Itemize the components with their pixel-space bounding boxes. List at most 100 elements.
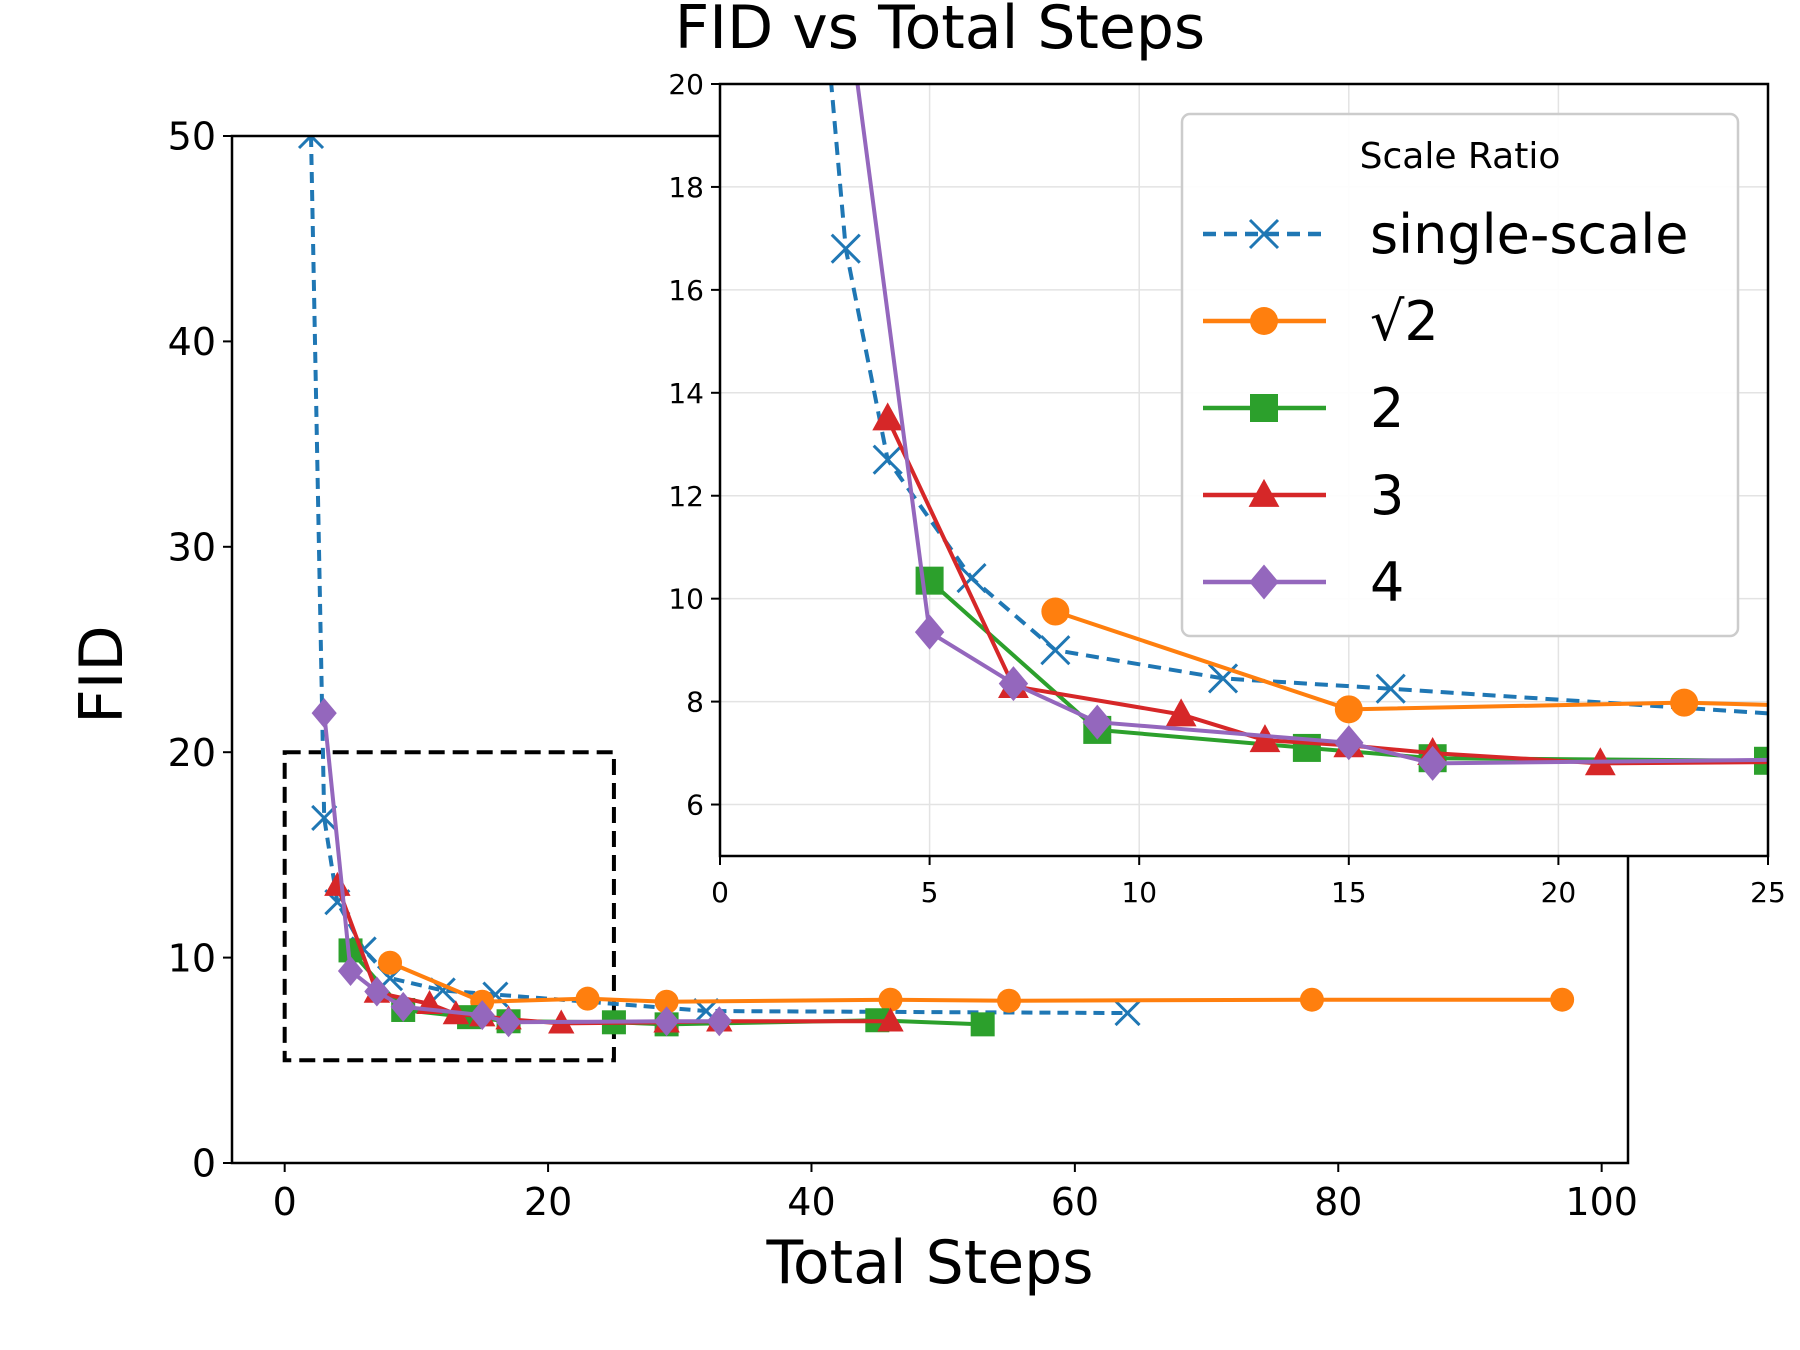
main-series-0-line <box>309 136 1128 1016</box>
inset-series-0-point-6-stroke-b <box>1375 673 1406 704</box>
main-series-4-point-7 <box>706 1006 732 1037</box>
main-x-tick-label: 100 <box>1565 1180 1638 1224</box>
inset-series-4-point-4 <box>1334 725 1364 761</box>
main-series-1-point-5 <box>997 988 1022 1013</box>
inset-y-tick-label: 8 <box>686 686 704 719</box>
inset-axes-frame <box>718 82 1770 858</box>
inset-series-0-point-1-stroke-b <box>830 233 861 264</box>
inset-series-0-point-3-stroke-b <box>956 563 987 594</box>
inset-x-tick-label: 25 <box>1750 876 1786 909</box>
main-series-3-point-9 <box>877 1007 904 1032</box>
main-series-1-point-7 <box>1550 987 1575 1012</box>
main-series-0-point-0 <box>297 136 325 150</box>
inset-series-4-point-3 <box>1082 704 1112 740</box>
legend-item-1-label: √2 <box>1370 290 1439 353</box>
main-series-4 <box>311 698 732 1038</box>
legend: Scale Ratio single-scale √2 2 3 4 <box>1180 112 1740 638</box>
main-series-4-point-6 <box>654 1006 680 1037</box>
inset-y-tick-label: 18 <box>668 171 704 204</box>
inset-series-0-point-3 <box>956 563 987 594</box>
inset-x-tick-label: 20 <box>1541 876 1577 909</box>
inset-series-1-line <box>1054 609 1768 712</box>
inset-y-tick-label: 14 <box>668 377 704 410</box>
main-series-4-point-3 <box>390 991 416 1022</box>
inset-series-2-line <box>928 579 1768 763</box>
main-series-4-point-1 <box>337 955 364 986</box>
main-series-1-point-6 <box>1299 987 1324 1012</box>
main-series-4-point-5 <box>495 1007 522 1038</box>
legend-item-0-marker-stroke-b <box>1248 218 1280 250</box>
inset-series-0-point-2-stroke-b <box>872 444 903 475</box>
inset-series-0 <box>829 84 1768 716</box>
legend-item-0-marker <box>1248 218 1280 250</box>
legend-item-3-label: 3 <box>1370 464 1404 527</box>
y-axis-label: FID <box>67 625 137 723</box>
main-series-4-point-4 <box>469 1000 495 1031</box>
inset-series-4-point-5 <box>1417 745 1448 781</box>
legend-title: Scale Ratio <box>1360 136 1561 177</box>
inset-series-3-point-2 <box>1165 698 1197 727</box>
main-y-tick-label: 0 <box>192 1142 216 1186</box>
main-x-tick-label: 40 <box>787 1180 835 1224</box>
inset-series-1-point-0 <box>1041 597 1070 626</box>
legend-item-2-marker <box>1250 394 1278 422</box>
main-series-1-point-0 <box>378 950 403 975</box>
inset-x-tick-label: 10 <box>1121 876 1157 909</box>
legend-item-0: single-scale <box>1203 203 1689 266</box>
inset-y-tick-label: 12 <box>668 480 704 513</box>
main-series-0-point-0-stroke-a <box>308 136 325 150</box>
inset-plot: 0 5 10 15 20 25 6 8 10 12 14 16 18 20 Scale Ratio singl… <box>668 68 1786 909</box>
inset-series-1 <box>1041 597 1768 724</box>
inset-series-0-line <box>829 84 1768 716</box>
main-series-group <box>297 136 1575 1038</box>
main-series-4-point-2 <box>364 976 390 1007</box>
inset-series-3-point-3 <box>1249 724 1281 753</box>
legend-item-3: 3 <box>1203 464 1404 527</box>
inset-y-tick-label: 16 <box>668 274 704 307</box>
main-series-0-point-8 <box>1114 999 1141 1027</box>
legend-item-2: 2 <box>1203 377 1404 440</box>
main-series-0-point-8-stroke-b <box>1114 999 1141 1027</box>
inset-x-tick-label: 0 <box>711 876 729 909</box>
zoom-region-box <box>282 750 616 1063</box>
chart-title: FID vs Total Steps <box>675 0 1205 63</box>
main-series-0-point-5-stroke-b <box>429 977 456 1004</box>
legend-item-1-marker <box>1250 307 1278 335</box>
inset-series-0-point-4-stroke-b <box>1040 635 1071 666</box>
inset-series-4 <box>855 84 1768 781</box>
inset-series-3-point-0 <box>872 402 904 431</box>
main-series-1 <box>378 950 1575 1014</box>
main-y-tick-label: 40 <box>168 320 216 364</box>
main-series-1-point-2 <box>575 986 600 1011</box>
main-y-tick-label: 50 <box>168 115 216 159</box>
legend-item-1: √2 <box>1203 290 1439 353</box>
inset-series-0-point-4 <box>1040 635 1071 666</box>
main-y-tick-label: 30 <box>168 525 216 569</box>
inset-series-1-point-1 <box>1334 695 1363 724</box>
main-series-1-point-3 <box>654 989 679 1014</box>
main-series-2-point-7 <box>970 1012 995 1037</box>
legend-item-4-label: 4 <box>1370 551 1404 614</box>
main-series-1-line <box>389 960 1563 1004</box>
inset-series-0-point-1 <box>830 233 861 264</box>
main-y-tick-label: 10 <box>168 936 216 980</box>
legend-item-2-label: 2 <box>1370 377 1404 440</box>
inset-series-0-point-6 <box>1375 673 1406 704</box>
inset-y-tick-label: 6 <box>686 789 704 822</box>
inset-y-tick-label: 20 <box>668 68 704 101</box>
inset-series-group <box>829 84 1768 781</box>
inset-series-4-point-1 <box>914 614 945 650</box>
main-x-tick-label: 20 <box>524 1180 572 1224</box>
main-x-tick-label: 80 <box>1314 1180 1362 1224</box>
inset-series-1-point-2 <box>1670 688 1699 717</box>
main-y-tick-label: 20 <box>168 731 216 775</box>
inset-y-tick-label: 10 <box>668 583 704 616</box>
main-x-tick-label: 60 <box>1051 1180 1099 1224</box>
main-series-1-point-4 <box>878 987 903 1012</box>
x-axis-label: Total Steps <box>765 1228 1093 1298</box>
main-x-tick-label: 0 <box>273 1180 297 1224</box>
main-series-4-point-0 <box>311 698 337 729</box>
legend-item-0-label: single-scale <box>1370 203 1689 266</box>
inset-x-tick-label: 5 <box>921 876 939 909</box>
